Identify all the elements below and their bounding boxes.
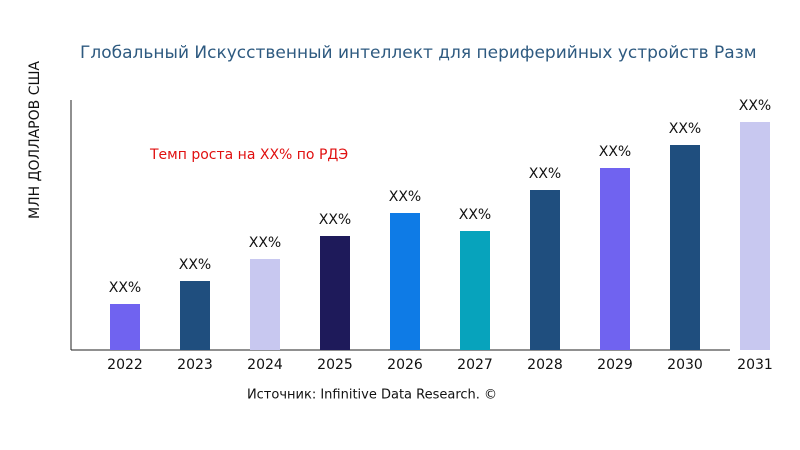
bar [600,168,630,350]
bar [390,213,420,350]
x-tick-label: 2029 [597,357,633,373]
data-label: XX% [459,207,491,223]
x-tick-label: 2022 [107,357,143,373]
data-label: XX% [669,121,701,137]
bar [320,236,350,350]
data-label: XX% [179,257,211,273]
data-label: XX% [249,235,281,251]
data-label: XX% [109,280,141,296]
x-tick-label: 2023 [177,357,213,373]
bar [180,281,210,350]
bar [250,259,280,350]
data-label: XX% [739,98,771,114]
data-label: XX% [599,144,631,160]
source: Источник: Infinitive Data Research. © [247,388,497,403]
data-label: XX% [529,166,561,182]
chart-title: Глобальный Искусственный интеллект для п… [80,43,757,63]
x-tick-label: 2027 [457,357,493,373]
x-tick-label: 2028 [527,357,563,373]
bar [740,122,770,350]
bar [670,145,700,350]
bar [110,304,140,350]
data-label: XX% [389,189,421,205]
bar [460,231,490,350]
x-tick-label: 2024 [247,357,283,373]
data-label: XX% [319,212,351,228]
annotation: Темп роста на XX% по РДЭ [149,147,348,163]
bar [530,190,560,350]
x-tick-label: 2030 [667,357,703,373]
x-tick-label: 2025 [317,357,353,373]
x-tick-label: 2031 [737,357,773,373]
y-axis-label: МЛН ДОЛЛАРОВ США [27,61,43,219]
x-tick-label: 2026 [387,357,423,373]
